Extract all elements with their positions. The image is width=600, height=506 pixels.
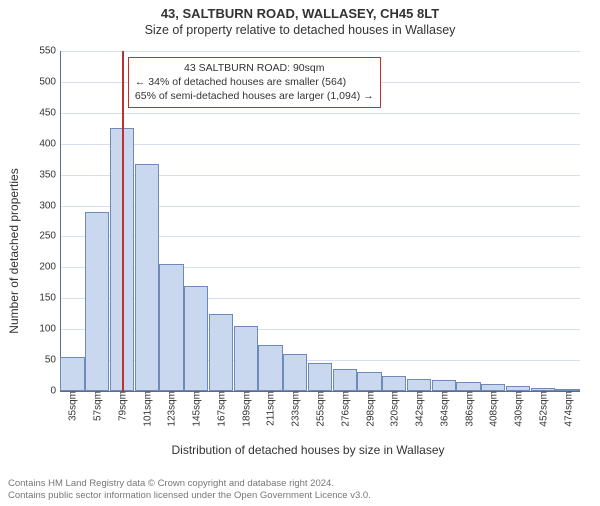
histogram-bar (184, 286, 208, 391)
y-tick-label: 50 (45, 355, 60, 366)
x-tick-label: 123sqm (165, 391, 178, 427)
gridline-h (60, 144, 580, 145)
x-tick-label: 255sqm (314, 391, 327, 427)
plot-area: 05010015020025030035040045050055035sqm57… (60, 51, 580, 391)
x-tick-label: 474sqm (561, 391, 574, 427)
x-tick-label: 167sqm (214, 391, 227, 427)
info-box-line3: 65% of semi-detached houses are larger (… (135, 89, 374, 103)
x-tick-label: 35sqm (66, 391, 79, 421)
gridline-h (60, 113, 580, 114)
histogram-bar (234, 326, 258, 391)
info-box-line2: ← 34% of detached houses are smaller (56… (135, 75, 374, 89)
histogram-bar (283, 354, 307, 391)
page-subtitle: Size of property relative to detached ho… (0, 23, 600, 37)
x-tick-label: 211sqm (264, 391, 277, 426)
y-tick-label: 200 (39, 262, 60, 273)
x-tick-label: 145sqm (190, 391, 203, 427)
page-title: 43, SALTBURN ROAD, WALLASEY, CH45 8LT (0, 6, 600, 21)
x-tick-label: 298sqm (363, 391, 376, 427)
info-box: 43 SALTBURN ROAD: 90sqm← 34% of detached… (128, 57, 381, 108)
histogram-bar (432, 380, 456, 391)
histogram-bar (258, 345, 282, 391)
x-tick-label: 364sqm (437, 391, 450, 427)
x-tick-label: 79sqm (115, 391, 128, 421)
y-tick-label: 300 (39, 200, 60, 211)
x-tick-label: 452sqm (536, 391, 549, 427)
x-tick-label: 408sqm (487, 391, 500, 427)
histogram-bar (60, 357, 84, 391)
x-tick-label: 320sqm (388, 391, 401, 427)
x-tick-label: 57sqm (91, 391, 104, 421)
histogram-bar (456, 382, 480, 391)
y-tick-label: 350 (39, 169, 60, 180)
y-tick-label: 100 (39, 324, 60, 335)
histogram-bar (407, 379, 431, 391)
footer-attribution: Contains HM Land Registry data © Crown c… (8, 478, 371, 502)
footer-line1: Contains HM Land Registry data © Crown c… (8, 478, 371, 490)
x-tick-label: 386sqm (462, 391, 475, 427)
histogram-bar (159, 264, 183, 391)
gridline-h (60, 51, 580, 52)
y-tick-label: 0 (50, 386, 60, 397)
y-tick-label: 450 (39, 107, 60, 118)
x-tick-label: 276sqm (338, 391, 351, 427)
x-tick-label: 233sqm (289, 391, 302, 427)
y-tick-label: 550 (39, 46, 60, 57)
histogram-bar (308, 363, 332, 391)
y-tick-label: 150 (39, 293, 60, 304)
marker-line (122, 51, 124, 391)
histogram-bar (382, 376, 406, 391)
footer-line2: Contains public sector information licen… (8, 490, 371, 502)
x-axis-label: Distribution of detached houses by size … (171, 443, 444, 457)
info-box-line1: 43 SALTBURN ROAD: 90sqm (135, 61, 374, 75)
x-tick-label: 189sqm (239, 391, 252, 427)
y-tick-label: 500 (39, 76, 60, 87)
histogram-bar (357, 372, 381, 391)
histogram-bar (209, 314, 233, 391)
histogram-bar (135, 164, 159, 391)
y-tick-label: 250 (39, 231, 60, 242)
x-tick-label: 101sqm (140, 391, 153, 427)
x-tick-label: 430sqm (512, 391, 525, 427)
histogram-bar (481, 384, 505, 391)
histogram-bar (333, 369, 357, 391)
y-axis-label: Number of detached properties (7, 168, 21, 333)
x-tick-label: 342sqm (413, 391, 426, 427)
y-tick-label: 400 (39, 138, 60, 149)
chart-container: Number of detached properties 0501001502… (28, 51, 588, 451)
histogram-bar (85, 212, 109, 391)
y-axis-line (60, 51, 61, 391)
